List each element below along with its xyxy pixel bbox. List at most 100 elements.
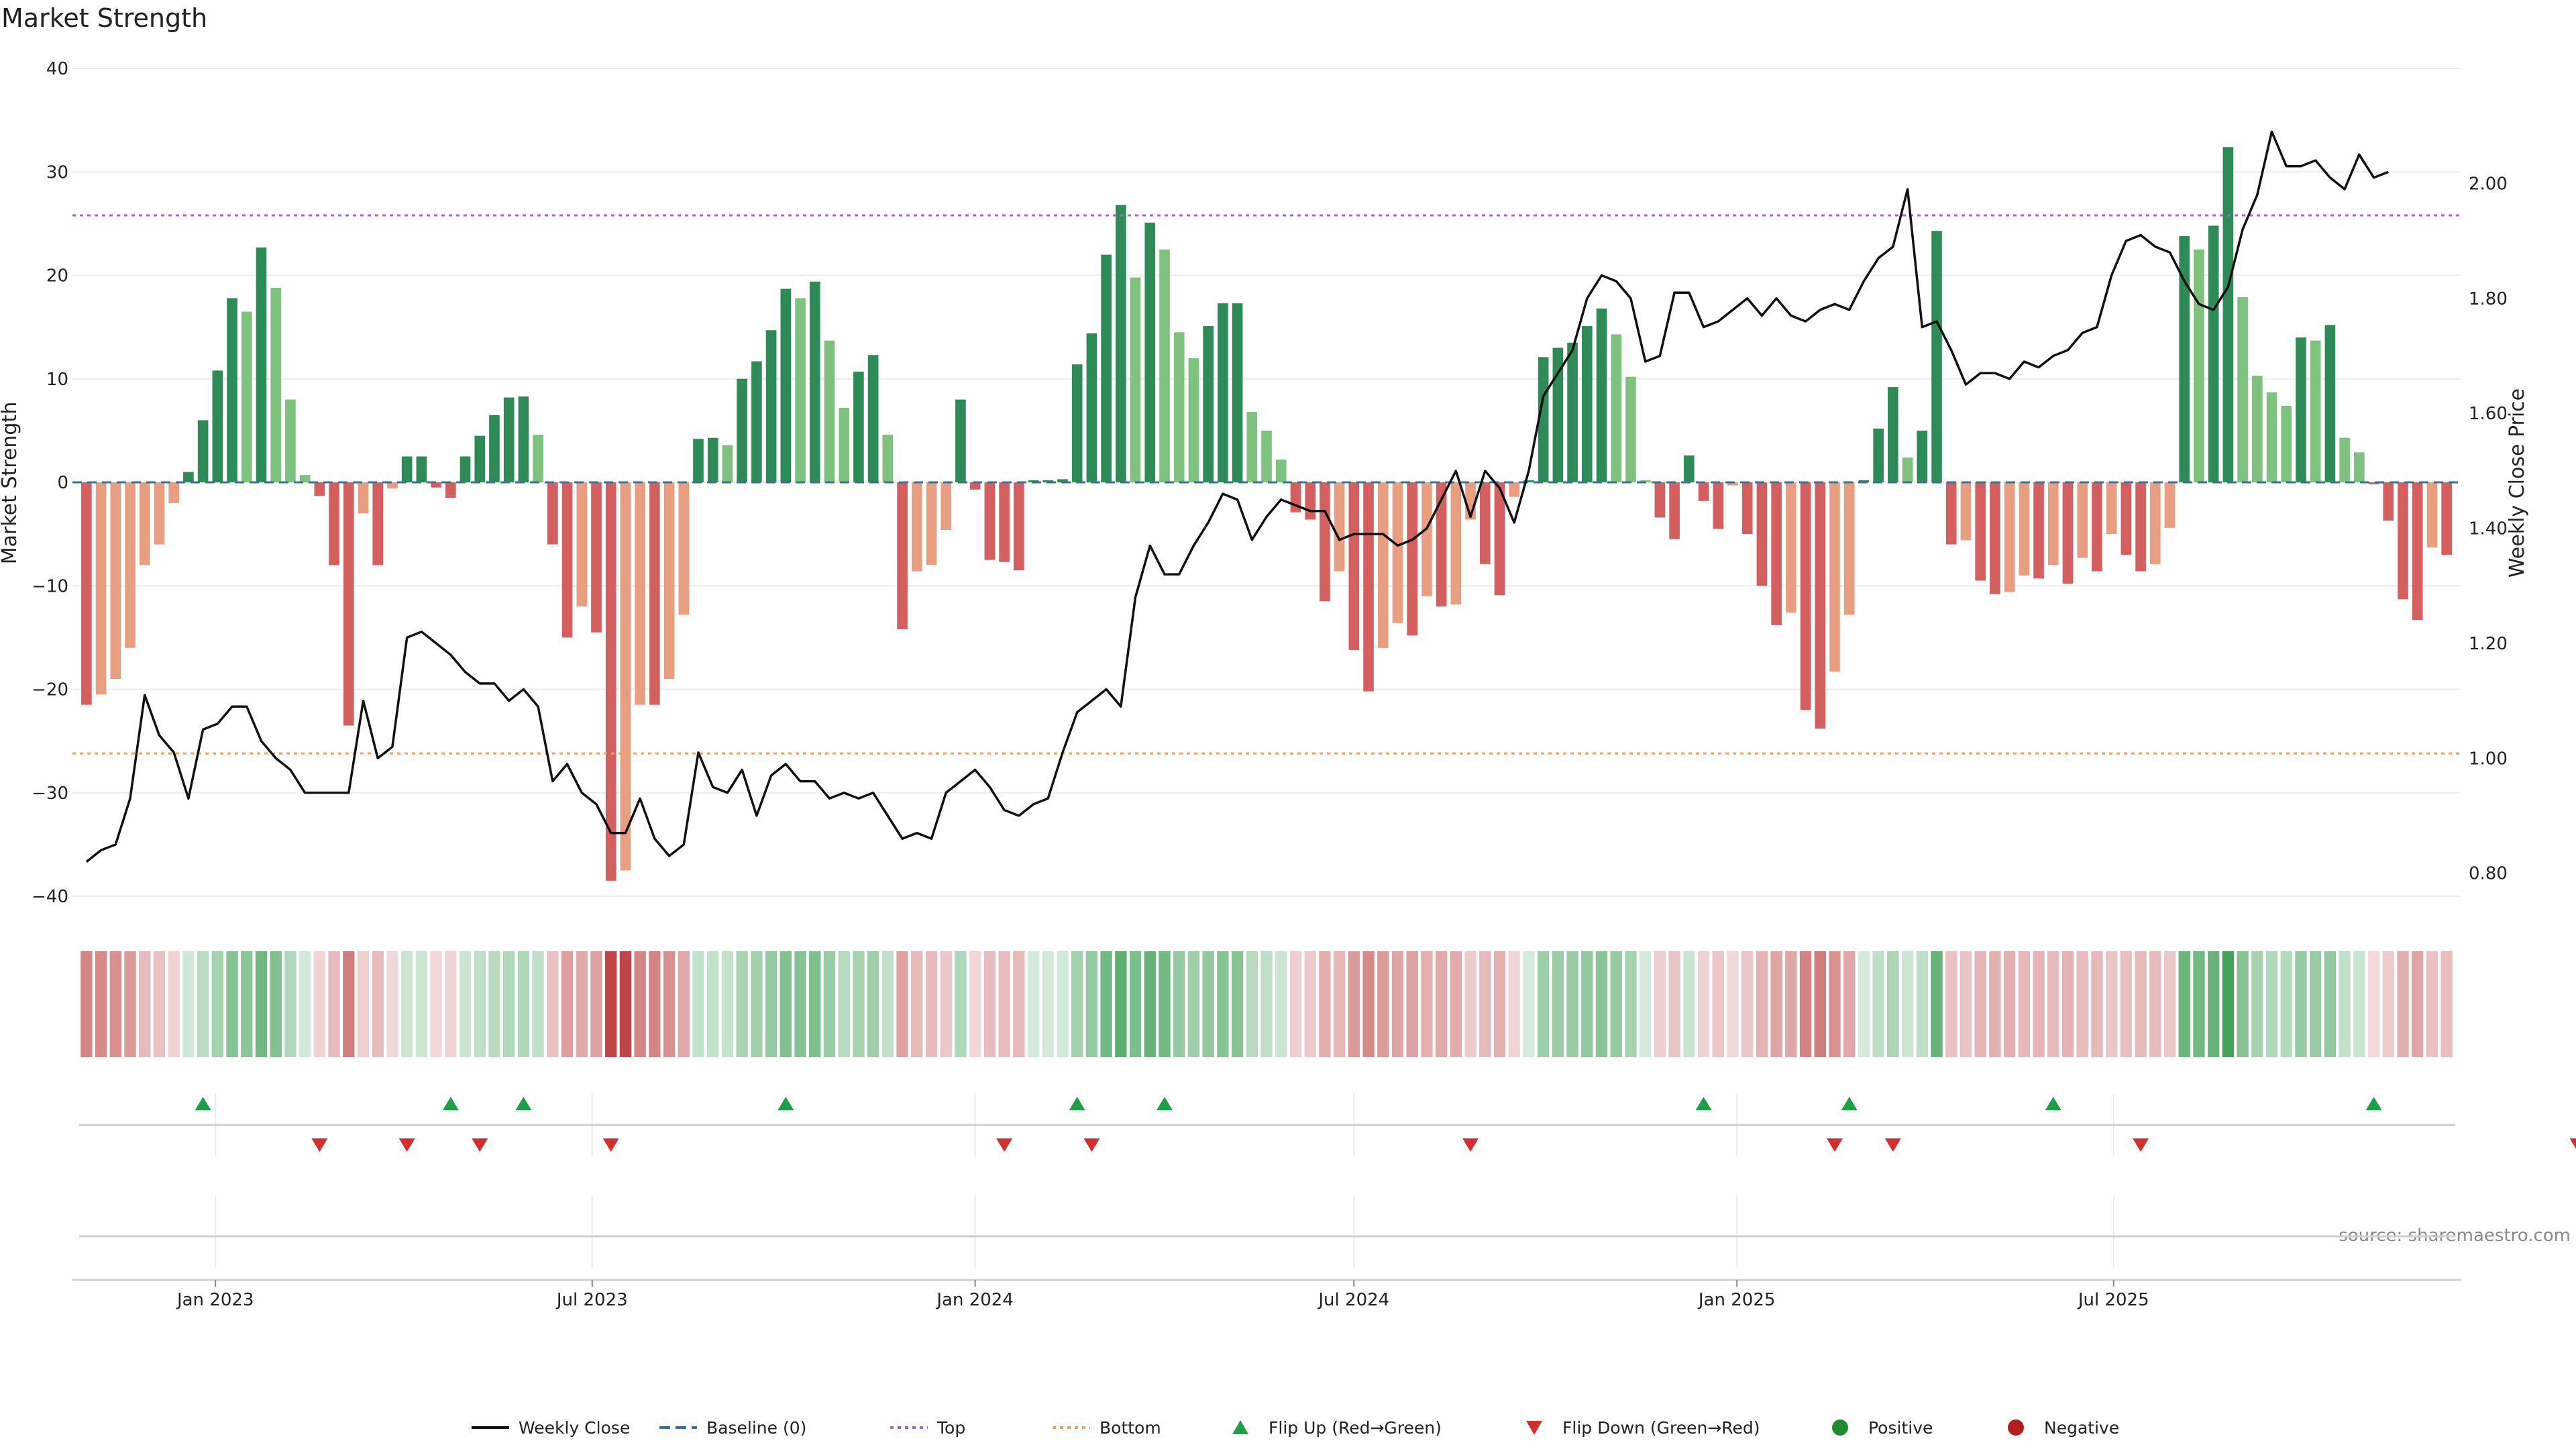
heat-cell [2280,951,2292,1057]
flip-up-marker [1069,1097,1085,1110]
strength-bar [1377,482,1389,648]
heat-cell [182,951,195,1057]
heat-cell [1377,951,1389,1057]
flip-down-marker [602,1138,619,1152]
heat-cell [649,951,661,1057]
strength-bar [984,482,996,560]
heat-cell [2105,951,2118,1057]
heat-cell [2295,951,2307,1057]
strength-bar [882,435,894,482]
strength-bar [431,482,441,488]
heat-cell [2018,951,2031,1057]
strength-bar [110,482,121,680]
heat-cell [1435,951,1448,1057]
left-axis-title: Market Strength [0,402,21,564]
left-tick-label: 10 [46,370,68,390]
heat-cell [299,951,311,1057]
heat-cell [284,951,297,1057]
heat-cell [1508,951,1520,1057]
heat-cell [1799,951,1812,1057]
strength-bar [780,288,792,482]
strength-bar [2033,482,2044,579]
heat-cell [1872,951,1884,1057]
flip-down-marker [398,1138,415,1152]
x-axis: Jan 2023 Jul 2023 Jan 2024 Jul 2024 Jan 2025… [72,1279,2461,1310]
strength-bar [299,475,311,482]
strength-bar [256,247,267,482]
chart-title: Market Strength [1,3,207,33]
heat-cell [2003,951,2016,1057]
strength-bar [2062,482,2074,584]
strength-bar [445,482,456,498]
heat-cell [765,951,777,1057]
strength-bar [2441,482,2452,555]
flip-down-marker [2569,1138,2576,1149]
heat-cell [1741,951,1754,1057]
strength-bar [1669,482,1680,539]
heat-cell [1319,951,1331,1057]
strength-bar [168,482,179,503]
strength-bar [1042,480,1054,482]
strength-bar [1829,482,1840,672]
strength-bar [1203,326,1214,482]
strength-bar [1392,482,1403,623]
strength-bar [1800,482,1811,710]
heat-cell [619,951,632,1057]
strength-bar [1275,460,1287,482]
legend-label: Flip Down (Green→Red) [1562,1418,1760,1438]
strength-bar [1858,480,1870,482]
x-tick-label: Jan 2023 [176,1290,254,1310]
strength-bar [1246,412,1258,482]
heat-cell [1858,951,1870,1057]
heat-cell [1829,951,1841,1057]
heat-cell [2033,951,2045,1057]
strength-bar [2383,482,2394,521]
strength-bar [139,482,150,566]
strength-bar [2121,482,2132,555]
heat-cell [313,951,326,1057]
flip-up-marker [195,1097,211,1110]
strength-bar [824,340,835,482]
strength-bar [1713,482,1724,529]
heat-cell [1523,951,1535,1057]
strength-bar [343,482,354,726]
flip-down-marker [1462,1138,1479,1152]
heat-cell [109,951,121,1057]
strength-bar [561,482,573,638]
heat-cell [2251,951,2263,1057]
heat-cell [1129,951,1142,1057]
heat-cell [2135,951,2147,1057]
flip-up-marker [1695,1097,1712,1110]
heat-cell [1391,951,1404,1057]
heat-cell [896,951,908,1057]
flip-down-marker [996,1138,1013,1152]
heat-cell [1901,951,1914,1057]
strength-bar [751,361,762,482]
heat-cell [1814,951,1826,1057]
strength-bar [1101,254,1112,482]
heat-cell [2222,951,2235,1057]
legend-label: Flip Up (Red→Green) [1269,1418,1442,1438]
heat-cell [1960,951,1972,1057]
strength-bar [2164,482,2176,528]
heat-cell [2237,951,2249,1057]
heat-cell [1479,951,1491,1057]
left-axis-ticks: 40 30 20 10 0 −10 −20 −30 −40 [32,59,68,907]
strength-bar [1261,430,1272,482]
strength-bar [1741,482,1753,535]
heat-cell [255,951,268,1057]
heat-cell [576,951,588,1057]
strength-bar [1596,308,1607,482]
strength-bar [372,482,384,566]
strength-bar [1436,482,1447,607]
strength-bar [1975,482,1986,581]
strength-bar [926,482,937,566]
strength-bar [722,445,733,482]
strength-bar [1727,482,1738,486]
strength-bar [2149,482,2161,564]
strength-bar [1917,430,1928,482]
strength-bar [2281,405,2292,482]
heat-cell [590,951,602,1057]
left-tick-label: 30 [46,162,68,182]
legend: Weekly Close Baseline (0) Top Bottom Flip Up… [472,1418,2119,1438]
